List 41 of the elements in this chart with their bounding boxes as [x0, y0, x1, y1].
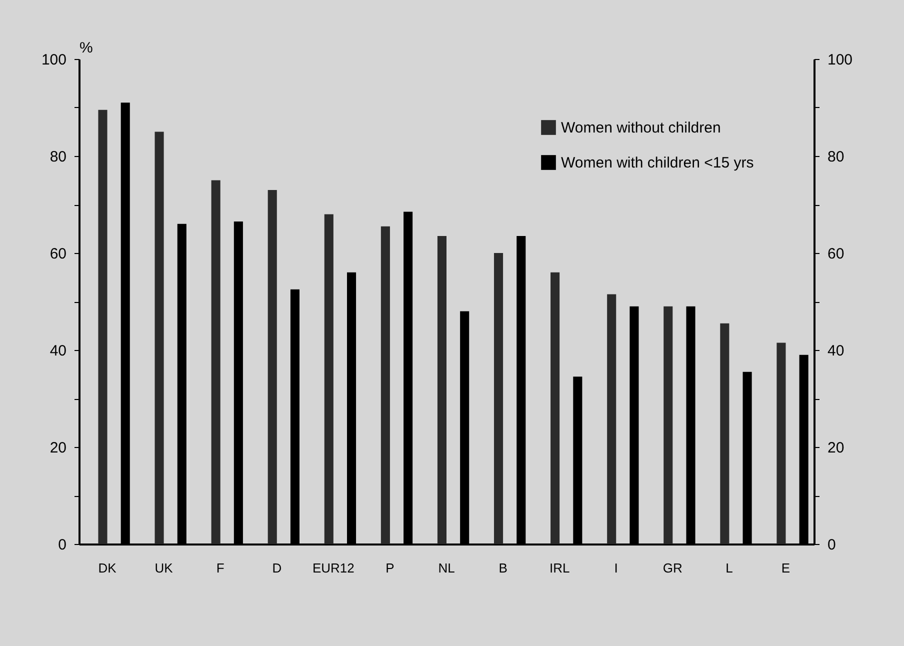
x-tick-label: NL [438, 560, 455, 576]
y-tick-label: 80 [50, 148, 66, 166]
x-tick-label: D [272, 560, 282, 576]
bar [720, 323, 730, 544]
x-tick-label: DK [98, 560, 117, 576]
x-tick-label: E [781, 560, 790, 576]
x-tick-label: EUR12 [312, 560, 354, 576]
y2-tick-label: 100 [828, 52, 853, 68]
bar [154, 132, 164, 544]
bar [98, 110, 108, 544]
y2-tick-label: 0 [828, 536, 836, 554]
y2-tick-label: 80 [828, 148, 844, 166]
legend-label: Women without children [561, 120, 721, 136]
bar [494, 253, 504, 544]
y2-tick-label: 40 [828, 342, 844, 360]
x-tick-label: GR [662, 560, 682, 576]
y-tick-label: 20 [50, 440, 66, 456]
bar [437, 236, 446, 544]
bar [776, 342, 786, 544]
bar [324, 214, 334, 544]
bar [607, 294, 616, 544]
y-tick-label: 40 [50, 342, 66, 360]
y-tick-label: 60 [50, 246, 66, 262]
y2-tick-label: 60 [828, 246, 844, 262]
x-tick-label: IRL [549, 560, 570, 576]
y-axis-title: % [80, 40, 93, 56]
x-tick-label: F [216, 560, 224, 576]
legend-label: Women with children <15 yrs [561, 154, 754, 172]
y2-tick-label: 20 [828, 440, 844, 456]
bar [664, 306, 673, 544]
y-tick-label: 0 [58, 536, 66, 554]
bar [268, 190, 277, 544]
bar [550, 272, 560, 544]
y-tick-label: 100 [41, 52, 66, 68]
x-tick-label: L [726, 560, 733, 576]
bar [211, 180, 220, 544]
x-tick-label: P [386, 560, 394, 576]
x-tick-label: UK [154, 560, 174, 576]
bar [380, 226, 390, 544]
x-tick-label: I [614, 560, 618, 576]
x-tick-label: B [498, 560, 508, 576]
